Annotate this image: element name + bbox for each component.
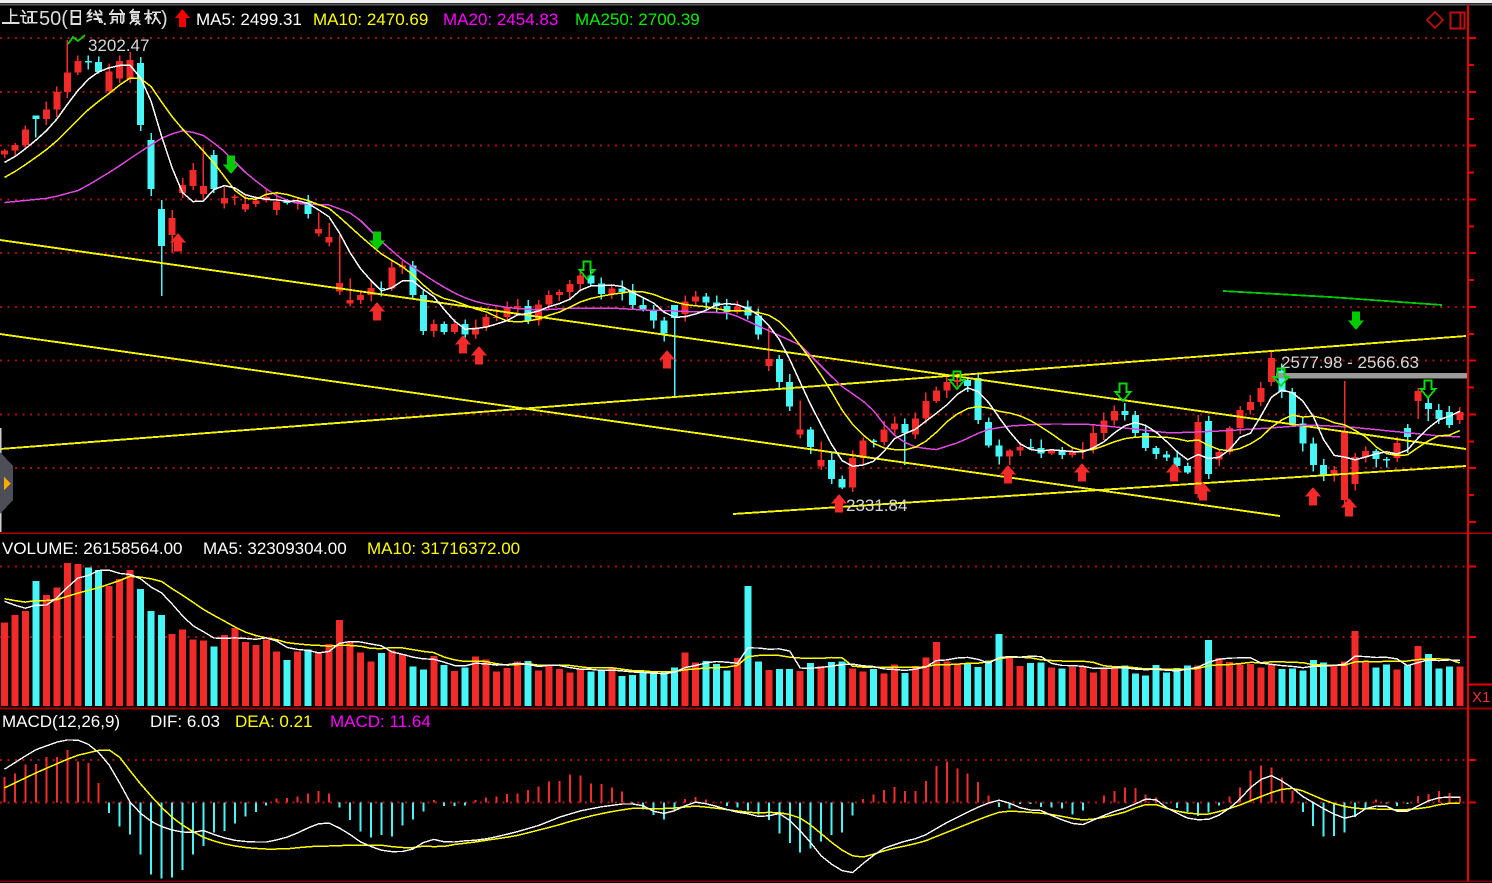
svg-text:DEA: 0.21: DEA: 0.21 [235,712,313,731]
svg-text:DIF: 6.03: DIF: 6.03 [150,712,220,731]
svg-text:MA5: 2499.31: MA5: 2499.31 [196,10,302,29]
svg-text:MACD(12,26,9): MACD(12,26,9) [2,712,120,731]
svg-text:MA5: 32309304.00: MA5: 32309304.00 [203,539,347,558]
svg-text:MA250: 2700.39: MA250: 2700.39 [575,10,700,29]
svg-text:50(: 50( [39,8,68,30]
svg-text:2331.84: 2331.84 [846,496,907,515]
svg-text:VOLUME: 26158564.00: VOLUME: 26158564.00 [2,539,183,558]
svg-text:X1: X1 [1472,689,1490,706]
svg-text:MA20: 2454.83: MA20: 2454.83 [443,10,558,29]
svg-text:3202.47: 3202.47 [88,36,149,55]
svg-text:MACD: 11.64: MACD: 11.64 [330,712,431,731]
svg-text:MA10: 31716372.00: MA10: 31716372.00 [367,539,520,558]
svg-text:2577.98 - 2566.63: 2577.98 - 2566.63 [1281,353,1419,372]
svg-text:.: . [102,8,108,30]
svg-text:MA10: 2470.69: MA10: 2470.69 [313,10,428,29]
svg-text:): ) [161,8,168,30]
